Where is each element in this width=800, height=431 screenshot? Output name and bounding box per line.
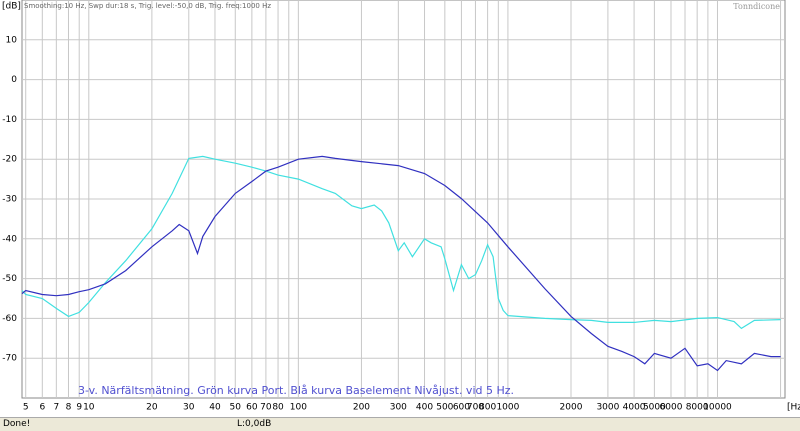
x-tick-label: 8 (66, 403, 72, 413)
x-tick-label: 20 (146, 403, 158, 413)
y-unit: [dB] (2, 2, 21, 12)
y-tick-label: -60 (2, 314, 17, 324)
status-left: Done! (3, 419, 31, 429)
x-tick-label: 8000 (686, 403, 709, 413)
series-line (21, 155, 781, 372)
x-tick-label: 70 (260, 403, 272, 413)
y-tick-label: 10 (6, 35, 18, 45)
x-tick-label: 9 (76, 403, 82, 413)
x-tick-label: 1000 (496, 403, 519, 413)
status-bar: Done! L:0,0dB (0, 417, 800, 431)
x-tick-label: 10000 (703, 403, 732, 413)
y-tick-label: -50 (2, 274, 17, 284)
series-line (21, 155, 781, 330)
x-tick-label: 5 (23, 403, 29, 413)
x-tick-label: 30 (183, 403, 195, 413)
x-tick-label: 100 (290, 403, 307, 413)
y-tick-label: 0 (11, 75, 17, 85)
x-tick-label: 3000 (596, 403, 619, 413)
x-tick-label: 40 (209, 403, 221, 413)
x-tick-label: 800 (479, 403, 496, 413)
annotation: 3-v. Närfältsmätning. Grön kurva Port. B… (78, 384, 514, 397)
watermark: Tonndicone (733, 2, 780, 11)
x-tick-label: 6 (39, 403, 45, 413)
y-tick-label: -20 (2, 155, 17, 165)
header: Smoothing:10 Hz, Swp dur:18 s, Trig. lev… (24, 2, 271, 10)
x-tick-label: 2000 (560, 403, 583, 413)
x-tick-label: 200 (353, 403, 370, 413)
x-tick-label: 60 (246, 403, 258, 413)
x-tick-label: 5000 (643, 403, 666, 413)
y-tick-label: -30 (2, 195, 17, 205)
x-tick-label: 6000 (660, 403, 683, 413)
x-tick-label: 300 (390, 403, 407, 413)
status-right: L:0,0dB (237, 419, 272, 429)
y-tick-label: -10 (2, 115, 17, 125)
chart: [dB] Smoothing:10 Hz, Swp dur:18 s, Trig… (2, 0, 800, 413)
x-tick-label: 50 (230, 403, 242, 413)
x-unit: [Hz] (787, 403, 800, 413)
x-tick-label: 700 (467, 403, 484, 413)
x-tick-label: 400 (416, 403, 433, 413)
x-tick-label: 7 (53, 403, 59, 413)
x-tick-label: 600 (453, 403, 470, 413)
y-tick-label: -40 (2, 234, 17, 244)
y-tick-label: -70 (2, 354, 17, 364)
x-tick-label: 4000 (623, 403, 646, 413)
x-tick-label: 500 (436, 403, 453, 413)
x-tick-label: 10 (83, 403, 95, 413)
x-tick-label: 80 (272, 403, 284, 413)
